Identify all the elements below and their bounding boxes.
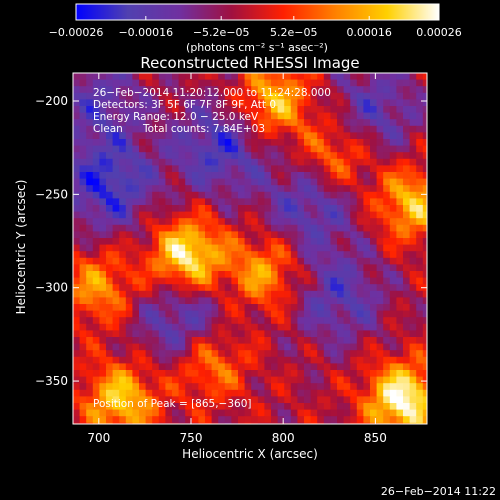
chart-title: Reconstructed RHESSI Image [140,54,359,72]
colorbar-tick-label: 0.00026 [416,26,462,39]
x-tick-label: 700 [87,431,110,445]
colorbar: −0.00026 −0.00016 −5.2e−05 5.2e−05 0.00016 0.… [49,3,462,54]
colorbar-unit-label: (photons cm⁻² s⁻¹ asec⁻²) [186,41,328,54]
colorbar-tick-label: 5.2e−05 [270,26,317,39]
colorbar-ticks: −0.00026 −0.00016 −5.2e−05 5.2e−05 0.00016 0.… [49,16,462,39]
y-axis-ticks: −200 −250 −300 −350 [35,94,427,388]
peak-position-label: Position of Peak = [865,−360] [93,398,252,410]
x-tick-label: 850 [364,431,387,445]
colorbar-gradient [75,3,440,21]
annotation-energy-range: Energy Range: 12.0 − 25.0 keV [93,111,259,123]
colorbar-tick-label: −0.00016 [118,26,173,39]
y-tick-label: −200 [35,94,68,108]
colorbar-tick-label: −5.2e−05 [193,26,250,39]
y-axis-label: Heliocentric Y (arcsec) [14,180,28,315]
annotation-block: 26−Feb−2014 11:20:12.000 to 11:24:28.000… [93,87,331,135]
x-axis-label: Heliocentric X (arcsec) [182,447,318,461]
plot-frame [72,72,428,425]
x-tick-label: 800 [272,431,295,445]
footer-timestamp: 26−Feb−2014 11:22 [381,485,496,498]
annotation-total-counts: Total counts: 7.84E+03 [142,123,265,135]
y-tick-label: −300 [35,281,68,295]
colorbar-tick-label: 0.00016 [346,26,392,39]
y-tick-label: −250 [35,187,68,201]
y-tick-label: −350 [35,374,68,388]
heatmap-image [73,73,427,424]
colorbar-tick-label: −0.00026 [49,26,104,39]
annotation-algorithm: Clean [93,123,123,135]
plot-area [73,73,427,424]
annotation-detectors: Detectors: 3F 5F 6F 7F 8F 9F, Att 0 [93,99,276,111]
x-tick-label: 750 [180,431,203,445]
annotation-time-range: 26−Feb−2014 11:20:12.000 to 11:24:28.000 [93,87,331,99]
x-axis-ticks: 700 750 800 850 [87,73,387,445]
